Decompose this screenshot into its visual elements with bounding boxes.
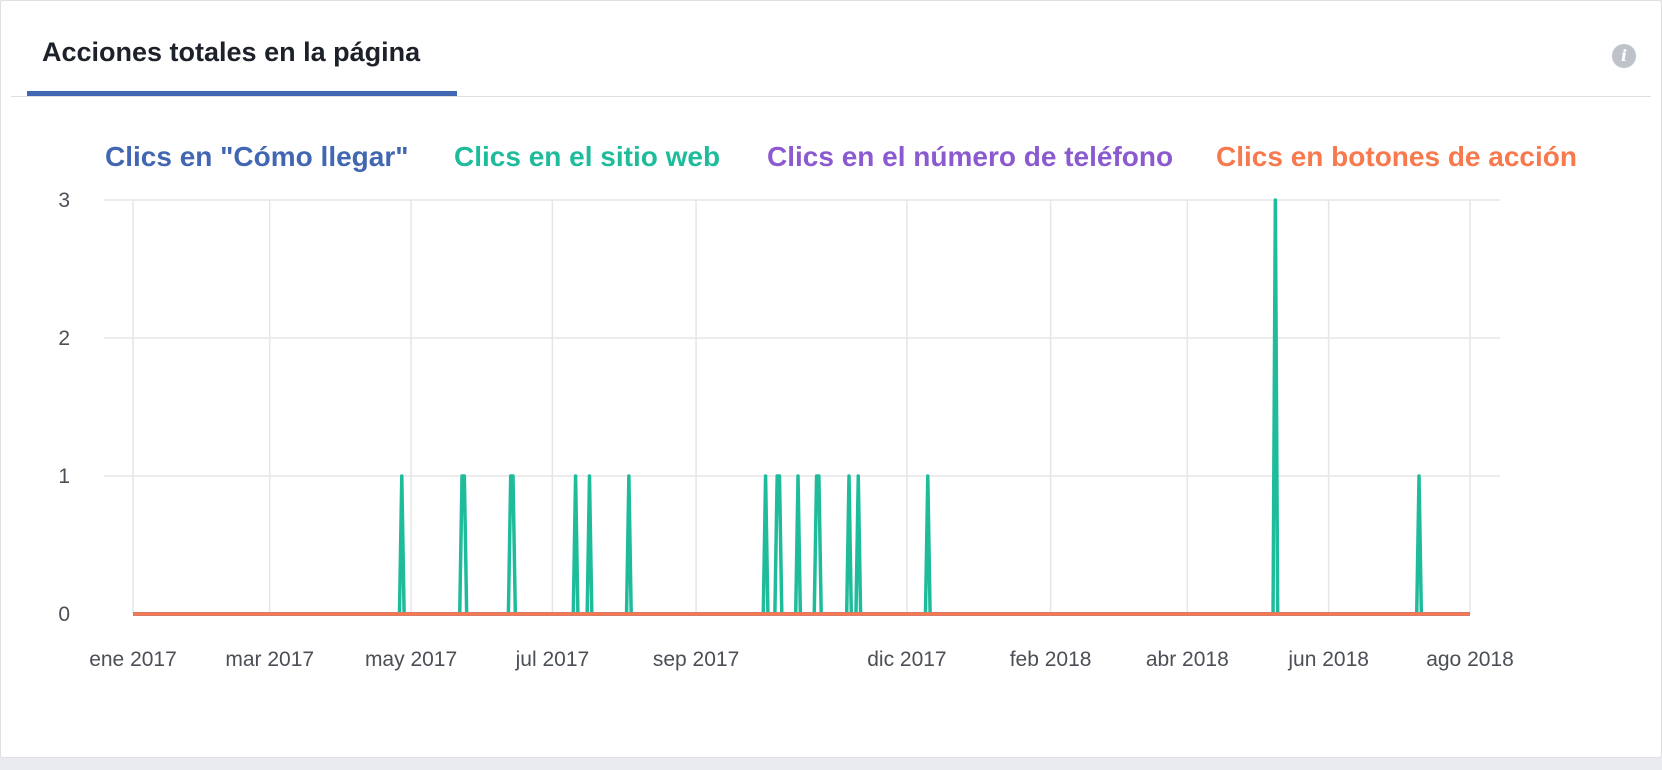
x-tick-label: mar 2017 [225,648,314,671]
legend-directions-clicks[interactable]: Clics en "Cómo llegar" [105,141,409,172]
info-icon[interactable]: i [1612,44,1636,68]
x-tick-label: jun 2018 [1287,648,1369,671]
y-tick-label: 1 [58,465,70,488]
x-tick-label: jul 2017 [515,648,590,671]
tab-label: Acciones totales en la página [42,37,421,67]
x-tick-label: abr 2018 [1146,648,1229,671]
x-tick-label: feb 2018 [1010,648,1092,671]
x-tick-label: may 2017 [365,648,457,671]
legend-action-button-clicks[interactable]: Clics en botones de acción [1216,141,1577,172]
series-line [133,198,1470,616]
y-tick-label: 0 [58,603,70,626]
y-tick-label: 3 [58,189,70,212]
x-tick-label: dic 2017 [867,648,946,671]
x-tick-label: ene 2017 [89,648,177,671]
tab-divider [11,96,1651,97]
legend-website-clicks[interactable]: Clics en el sitio web [454,141,721,172]
legend-phone-clicks[interactable]: Clics en el número de teléfono [767,141,1174,172]
x-tick-label: ago 2018 [1426,648,1514,671]
x-tick-label: sep 2017 [653,648,739,671]
tab-total-page-actions[interactable]: Acciones totales en la página [27,1,457,97]
y-tick-label: 2 [58,327,70,350]
